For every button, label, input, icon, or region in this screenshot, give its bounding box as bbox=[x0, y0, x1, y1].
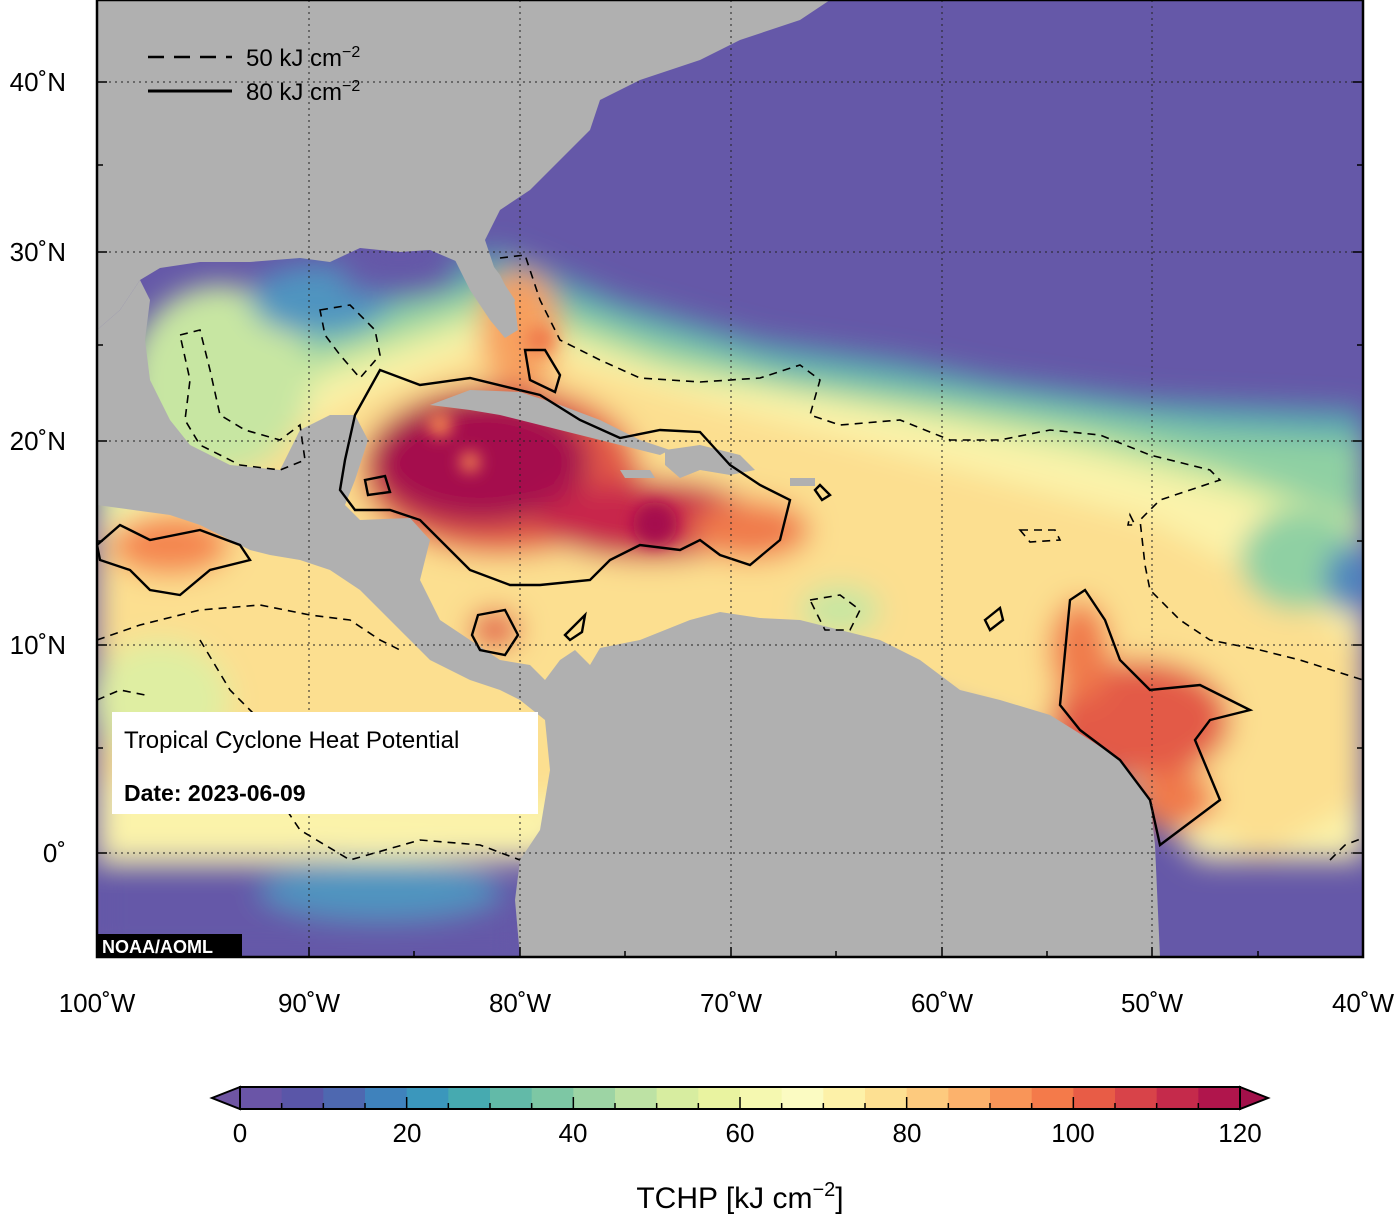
cbar-label-20: 20 bbox=[393, 1118, 422, 1148]
colorbar-cells bbox=[240, 1087, 1241, 1109]
jamaica bbox=[620, 470, 655, 478]
cbar-label-100: 100 bbox=[1051, 1118, 1094, 1148]
colorbar-cell bbox=[823, 1087, 866, 1109]
colorbar-cell bbox=[865, 1087, 908, 1109]
tchp-highlights bbox=[428, 326, 677, 546]
colorbar-cell bbox=[1115, 1087, 1158, 1109]
map-panel bbox=[97, 0, 1363, 957]
cbar-label-60: 60 bbox=[726, 1118, 755, 1148]
colorbar-cell bbox=[406, 1087, 449, 1109]
colorbar-cell bbox=[698, 1087, 741, 1109]
cbar-label-80: 80 bbox=[893, 1118, 922, 1148]
colorbar-cell bbox=[490, 1087, 533, 1109]
contour-80-solid bbox=[97, 348, 1254, 848]
contour-legend: 50 kJ cm−2 80 kJ cm−2 bbox=[148, 44, 360, 106]
puerto-rico bbox=[790, 478, 815, 486]
lon-label-70w: 70˚W bbox=[700, 988, 763, 1018]
colorbar-cell bbox=[240, 1087, 283, 1109]
axis-ticks bbox=[96, 0, 1363, 957]
lat-label-40n: 40˚N bbox=[10, 67, 66, 97]
colorbar-title: TCHP [kJ cm−2] bbox=[636, 1179, 843, 1215]
contour-50-dashed bbox=[97, 254, 1363, 861]
colorbar-cell bbox=[948, 1087, 991, 1109]
colorbar-cell bbox=[906, 1087, 949, 1109]
colorbar-cell bbox=[365, 1087, 408, 1109]
cbar-label-120: 120 bbox=[1218, 1118, 1261, 1148]
latitude-labels: 40˚N 30˚N 20˚N 10˚N 0˚ bbox=[10, 67, 66, 868]
colorbar-cell bbox=[1198, 1087, 1241, 1109]
map-title: Tropical Cyclone Heat Potential bbox=[124, 727, 459, 754]
map-date: Date: 2023-06-09 bbox=[124, 780, 306, 806]
colorbar-cell bbox=[281, 1087, 324, 1109]
hispaniola bbox=[665, 445, 755, 478]
colorbar-under-arrow bbox=[209, 1085, 241, 1111]
land-masses bbox=[97, 0, 1160, 957]
colorbar-over-arrow bbox=[1239, 1085, 1271, 1111]
colorbar-cell bbox=[656, 1087, 699, 1109]
lon-label-80w: 80˚W bbox=[489, 988, 552, 1018]
colorbar-cell bbox=[573, 1087, 616, 1109]
credit-text: NOAA/AOML bbox=[102, 937, 213, 957]
lon-label-90w: 90˚W bbox=[278, 988, 341, 1018]
lat-label-20n: 20˚N bbox=[10, 426, 66, 456]
colorbar-cell bbox=[781, 1087, 824, 1109]
colorbar-cell bbox=[448, 1087, 491, 1109]
cbar-label-40: 40 bbox=[559, 1118, 588, 1148]
north-america bbox=[97, 0, 830, 330]
dashed-legend-label: 50 kJ cm−2 bbox=[246, 44, 360, 72]
lat-label-10n: 10˚N bbox=[10, 630, 66, 660]
lon-label-40w: 40˚W bbox=[1332, 988, 1395, 1018]
colorbar-cell bbox=[615, 1087, 658, 1109]
florida bbox=[455, 255, 518, 338]
colorbar-ticks bbox=[239, 1097, 1241, 1109]
colorbar-cell bbox=[990, 1087, 1033, 1109]
colorbar-cell bbox=[531, 1087, 574, 1109]
lon-label-50w: 50˚W bbox=[1121, 988, 1184, 1018]
title-box: Tropical Cyclone Heat Potential Date: 20… bbox=[112, 712, 538, 814]
lon-label-60w: 60˚W bbox=[911, 988, 974, 1018]
colorbar-tick-labels: 0 20 40 60 80 100 120 bbox=[233, 1118, 1262, 1148]
graticule bbox=[97, 0, 1363, 957]
colorbar-cell bbox=[1073, 1087, 1116, 1109]
lon-label-100w: 100˚W bbox=[59, 988, 136, 1018]
cuba bbox=[430, 390, 670, 455]
solid-legend-label: 80 kJ cm−2 bbox=[246, 78, 360, 106]
longitude-labels: 100˚W 90˚W 80˚W 70˚W 60˚W 50˚W 40˚W bbox=[59, 988, 1395, 1018]
map-frame bbox=[95, 0, 1365, 959]
credit-badge: NOAA/AOML bbox=[98, 934, 242, 957]
mexico-central-america bbox=[97, 280, 1160, 957]
colorbar-cell bbox=[1156, 1087, 1199, 1109]
colorbar-cell bbox=[740, 1087, 783, 1109]
lat-label-30n: 30˚N bbox=[10, 237, 66, 267]
colorbar-cell bbox=[1031, 1087, 1074, 1109]
lat-label-0: 0˚ bbox=[43, 838, 66, 868]
colorbar-cell bbox=[323, 1087, 366, 1109]
cbar-label-0: 0 bbox=[233, 1118, 247, 1148]
colorbar: 0 20 40 60 80 100 120 TCHP [kJ cm−2] bbox=[209, 1085, 1271, 1215]
